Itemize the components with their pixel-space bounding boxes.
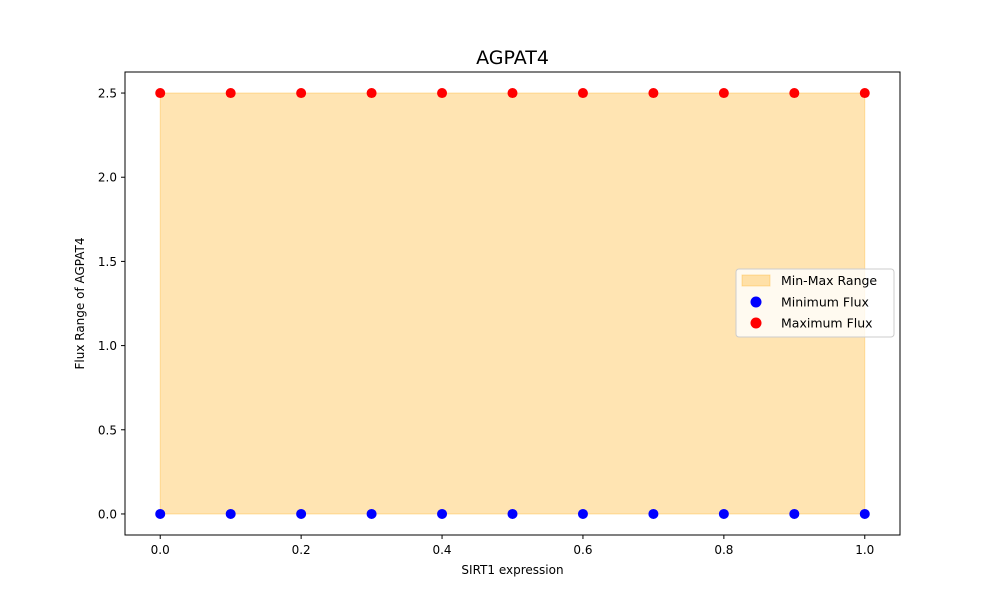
legend: Min-Max Range Minimum Flux Maximum Flux [735,268,895,338]
plot-area [155,88,870,519]
x-axis: 0.0 0.2 0.4 0.6 0.8 1.0 [151,535,874,557]
legend-label-minimum: Minimum Flux [781,295,869,310]
maximum-flux-point [507,88,518,99]
minimum-flux-point [366,508,377,519]
x-tick-label: 0.0 [151,543,170,557]
x-tick-label: 0.6 [573,543,592,557]
minimum-flux-point [577,508,588,519]
x-tick-label: 0.4 [432,543,451,557]
y-tick-label: 2.0 [98,171,117,185]
x-axis-label: SIRT1 expression [461,563,563,577]
y-tick-label: 1.5 [98,255,117,269]
minimum-flux-point [859,508,870,519]
plot-frame [124,71,901,536]
minimum-flux-point [155,508,166,519]
minimum-flux-point [507,508,518,519]
x-tick-label: 1.0 [855,543,874,557]
legend-label-range: Min-Max Range [781,273,877,288]
legend-swatch-range [741,274,771,287]
maximum-flux-point [648,88,659,99]
y-tick-label: 0.5 [98,423,117,437]
y-tick-label: 2.5 [98,87,117,101]
legend-frame [735,268,895,338]
y-axis-label: Flux Range of AGPAT4 [73,238,87,370]
maximum-flux-point [437,88,448,99]
y-axis: 0.0 0.5 1.0 1.5 2.0 2.5 [98,87,125,521]
legend-marker-maximum [750,317,762,329]
maximum-flux-point [789,88,800,99]
x-tick-label: 0.8 [714,543,733,557]
minimum-flux-point [648,508,659,519]
minimum-flux-point [225,508,236,519]
maximum-flux-point [155,88,166,99]
minimum-flux-point [789,508,800,519]
maximum-flux-point [296,88,307,99]
minimum-flux-point [296,508,307,519]
legend-label-maximum: Maximum Flux [781,316,873,331]
chart-title: AGPAT4 [476,47,549,69]
legend-marker-minimum [750,296,762,308]
minimum-flux-point [718,508,729,519]
maximum-flux-point [366,88,377,99]
x-tick-label: 0.2 [292,543,311,557]
maximum-flux-point [577,88,588,99]
maximum-flux-point [859,88,870,99]
y-tick-label: 0.0 [98,507,117,521]
maximum-flux-point [225,88,236,99]
maximum-flux-point [718,88,729,99]
y-tick-label: 1.0 [98,339,117,353]
minimum-flux-point [437,508,448,519]
